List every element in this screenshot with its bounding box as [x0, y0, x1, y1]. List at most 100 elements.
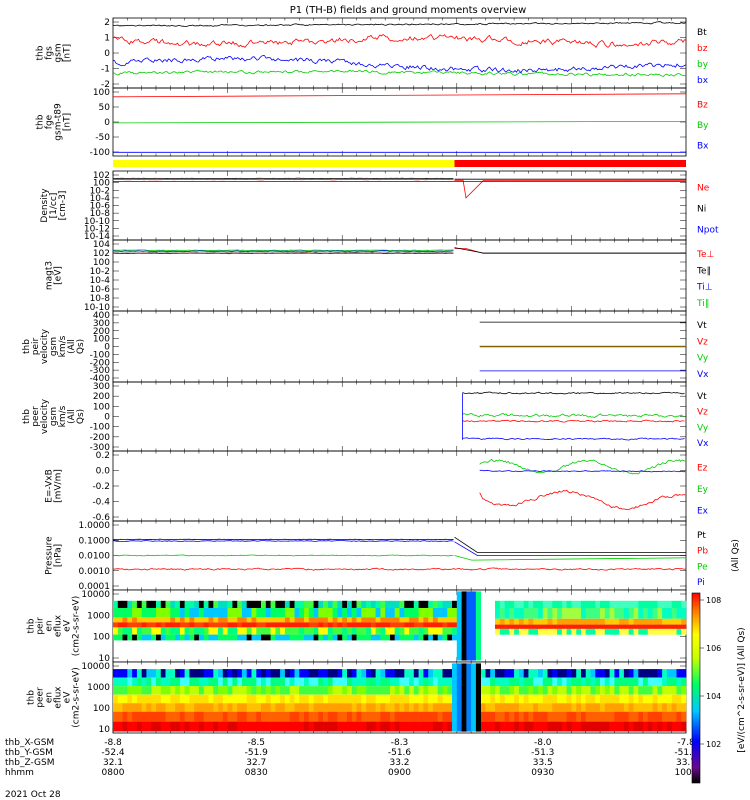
y-tick-label: 200	[93, 327, 110, 337]
spectro-cell	[351, 694, 357, 704]
spectro-cell	[499, 618, 505, 625]
spectro-cell	[504, 677, 510, 687]
spectro-cell	[337, 617, 343, 623]
spectro-cell	[442, 600, 448, 608]
spectro-cell	[256, 622, 262, 628]
spectro-cell	[318, 669, 324, 678]
spectro-cell	[218, 677, 224, 687]
spectro-cell	[442, 608, 448, 618]
spectro-cell	[495, 669, 501, 678]
spectro-cell	[156, 634, 162, 641]
spectro-cell	[237, 721, 243, 732]
spectro-cell	[165, 669, 171, 678]
spectro-cell	[304, 694, 310, 704]
spectro-cell	[566, 711, 572, 722]
spectro-cell	[619, 686, 625, 695]
spectro-cell	[528, 608, 534, 619]
spectro-cell	[547, 628, 553, 635]
spectro-cell	[261, 627, 267, 635]
spectro-cell	[156, 711, 162, 722]
spectro-cell	[261, 686, 267, 695]
spectro-cell	[203, 627, 209, 635]
spectro-cell	[132, 694, 138, 704]
spectro-cell	[280, 634, 286, 641]
spectro-cell	[122, 677, 128, 687]
spectro-cell	[265, 711, 271, 722]
spectro-cell	[146, 721, 152, 732]
spectro-cell	[299, 703, 305, 712]
legend-Ni: Ni	[697, 205, 706, 215]
spectro-cell	[337, 622, 343, 628]
legend-Ti⊥: Ti⊥	[696, 283, 713, 293]
spectro-cell	[323, 686, 329, 695]
y-axis-label: thb peer en eflux eV (cm2-s-sr-eV)	[27, 667, 82, 727]
spectro-cell	[676, 628, 682, 635]
spectro-cell	[585, 608, 591, 619]
spectro-cell	[337, 608, 343, 618]
spectro-cell	[657, 600, 663, 608]
spectro-cell	[280, 627, 286, 635]
spectro-cell	[571, 600, 577, 608]
spectro-cell	[561, 694, 567, 704]
spectro-cell	[323, 703, 329, 712]
spectro-cell	[390, 677, 396, 687]
spectro-cell	[151, 617, 157, 623]
spectro-cell	[533, 694, 539, 704]
spectro-cell	[566, 686, 572, 695]
spectro-cell	[304, 622, 310, 628]
spectro-cell	[375, 677, 381, 687]
spectro-cell	[203, 600, 209, 608]
spectro-cell	[284, 622, 290, 628]
spectro-cell	[356, 600, 362, 608]
spectro-cell	[647, 669, 653, 678]
spectro-cell	[170, 627, 176, 635]
spectro-cell	[232, 686, 238, 695]
spectro-cell	[418, 600, 424, 608]
spectro-cell	[600, 618, 606, 625]
spectro-cell	[409, 686, 415, 695]
spectro-cell	[504, 694, 510, 704]
spectro-cell	[323, 694, 329, 704]
colorbar-tick-label: 108	[706, 596, 721, 605]
spectro-cell	[179, 634, 185, 641]
spectro-cell	[528, 686, 534, 695]
spectro-cell	[275, 677, 281, 687]
spectro-cell	[643, 721, 649, 732]
spectro-cell	[466, 663, 472, 732]
spectro-cell	[165, 617, 171, 623]
spectro-cell	[323, 721, 329, 732]
spectro-cell	[208, 677, 214, 687]
spectro-cell	[638, 694, 644, 704]
spectro-cell	[361, 686, 367, 695]
spectro-cell	[380, 711, 386, 722]
footer-value: -8.8	[104, 738, 122, 748]
spectro-cell	[399, 669, 405, 678]
spectro-cell	[609, 608, 615, 619]
spectro-cell	[399, 600, 405, 608]
spectro-cell	[595, 624, 601, 629]
spectro-cell	[428, 721, 434, 732]
spectro-cell	[547, 669, 553, 678]
spectro-cell	[175, 711, 181, 722]
spectro-cell	[385, 686, 391, 695]
spectro-cell	[270, 703, 276, 712]
spectro-cell	[165, 608, 171, 618]
spectro-cell	[413, 694, 419, 704]
spectro-cell	[227, 608, 233, 618]
spectro-cell	[327, 703, 333, 712]
spectro-cell	[170, 634, 176, 641]
spectro-cell	[600, 703, 606, 712]
spectro-cell	[251, 669, 257, 678]
spectro-cell	[284, 600, 290, 608]
spectro-cell	[366, 694, 372, 704]
spectro-cell	[342, 711, 348, 722]
spectro-cell	[304, 677, 310, 687]
spectro-cell	[203, 711, 209, 722]
spectro-cell	[251, 721, 257, 732]
spectro-cell	[666, 600, 672, 608]
y-axis-label-line: en	[45, 620, 55, 631]
spectro-cell	[304, 669, 310, 678]
spectro-cell	[428, 627, 434, 635]
spectro-cell	[203, 634, 209, 641]
spectro-cell	[514, 618, 520, 625]
